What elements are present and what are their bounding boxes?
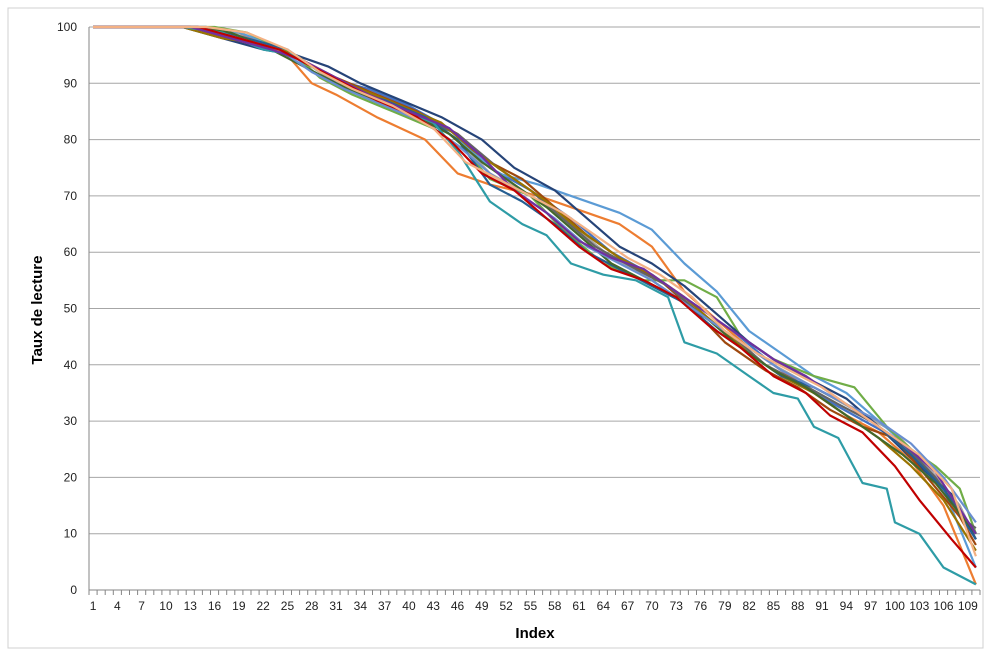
- y-tick-label: 20: [64, 470, 78, 484]
- x-tick-label: 73: [670, 599, 684, 613]
- y-tick-label: 0: [70, 583, 77, 597]
- x-tick-label: 103: [909, 599, 929, 613]
- y-tick-label: 10: [64, 527, 78, 541]
- grid-lines: [89, 26, 980, 535]
- x-tick-label: 97: [864, 599, 878, 613]
- y-tick-label: 90: [64, 76, 78, 90]
- y-axis-ticks: 0 10 20 30 40 50 60 70 80 90 100: [57, 20, 77, 597]
- x-tick-label: 46: [451, 599, 465, 613]
- x-tick-label: 19: [232, 599, 246, 613]
- y-tick-label: 100: [57, 20, 77, 34]
- series-line-16: [93, 25, 977, 557]
- x-tick-label: 52: [499, 599, 513, 613]
- y-tick-label: 80: [64, 133, 78, 147]
- x-tick-label: 91: [815, 599, 829, 613]
- y-tick-label: 50: [64, 302, 78, 316]
- series-layer: [93, 25, 977, 586]
- x-tick-label: 34: [354, 599, 368, 613]
- x-tick-label: 40: [402, 599, 416, 613]
- x-tick-label: 61: [572, 599, 586, 613]
- y-tick-label: 70: [64, 189, 78, 203]
- x-tick-label: 22: [256, 599, 270, 613]
- y-tick-label: 30: [64, 414, 78, 428]
- x-tick-label: 7: [138, 599, 145, 613]
- x-tick-label: 76: [694, 599, 708, 613]
- x-axis-title: Index: [515, 625, 555, 642]
- x-tick-label: 100: [885, 599, 905, 613]
- y-axis-title: Taux de lecture: [29, 256, 46, 365]
- x-tick-label: 16: [208, 599, 222, 613]
- chart-border: [7, 7, 984, 649]
- x-tick-label: 106: [934, 599, 954, 613]
- x-tick-label: 109: [958, 599, 978, 613]
- x-tick-label: 88: [791, 599, 805, 613]
- x-tick-label: 1: [90, 599, 97, 613]
- x-tick-label: 94: [840, 599, 854, 613]
- y-tick-label: 60: [64, 245, 78, 259]
- x-tick-label: 28: [305, 599, 319, 613]
- x-tick-label: 79: [718, 599, 732, 613]
- x-tick-label: 31: [329, 599, 343, 613]
- x-tick-label: 25: [281, 599, 295, 613]
- x-tick-label: 43: [427, 599, 441, 613]
- x-tick-label: 70: [645, 599, 659, 613]
- x-tick-label: 37: [378, 599, 392, 613]
- x-tick-label: 10: [159, 599, 173, 613]
- x-tick-label: 82: [742, 599, 756, 613]
- x-tick-label: 58: [548, 599, 562, 613]
- x-tick-label: 85: [767, 599, 781, 613]
- x-tick-label: 64: [597, 599, 611, 613]
- y-tick-label: 40: [64, 358, 78, 372]
- x-tick-label: 13: [184, 599, 198, 613]
- x-tick-label: 67: [621, 599, 635, 613]
- x-tick-label: 55: [524, 599, 538, 613]
- x-tick-label: 49: [475, 599, 489, 613]
- x-tick-label: 4: [114, 599, 121, 613]
- x-axis: 1 4 7 10 13 16 19 22 25 28 31 34 37 40 43 46 49 52 55 58 61 6…: [88, 27, 981, 613]
